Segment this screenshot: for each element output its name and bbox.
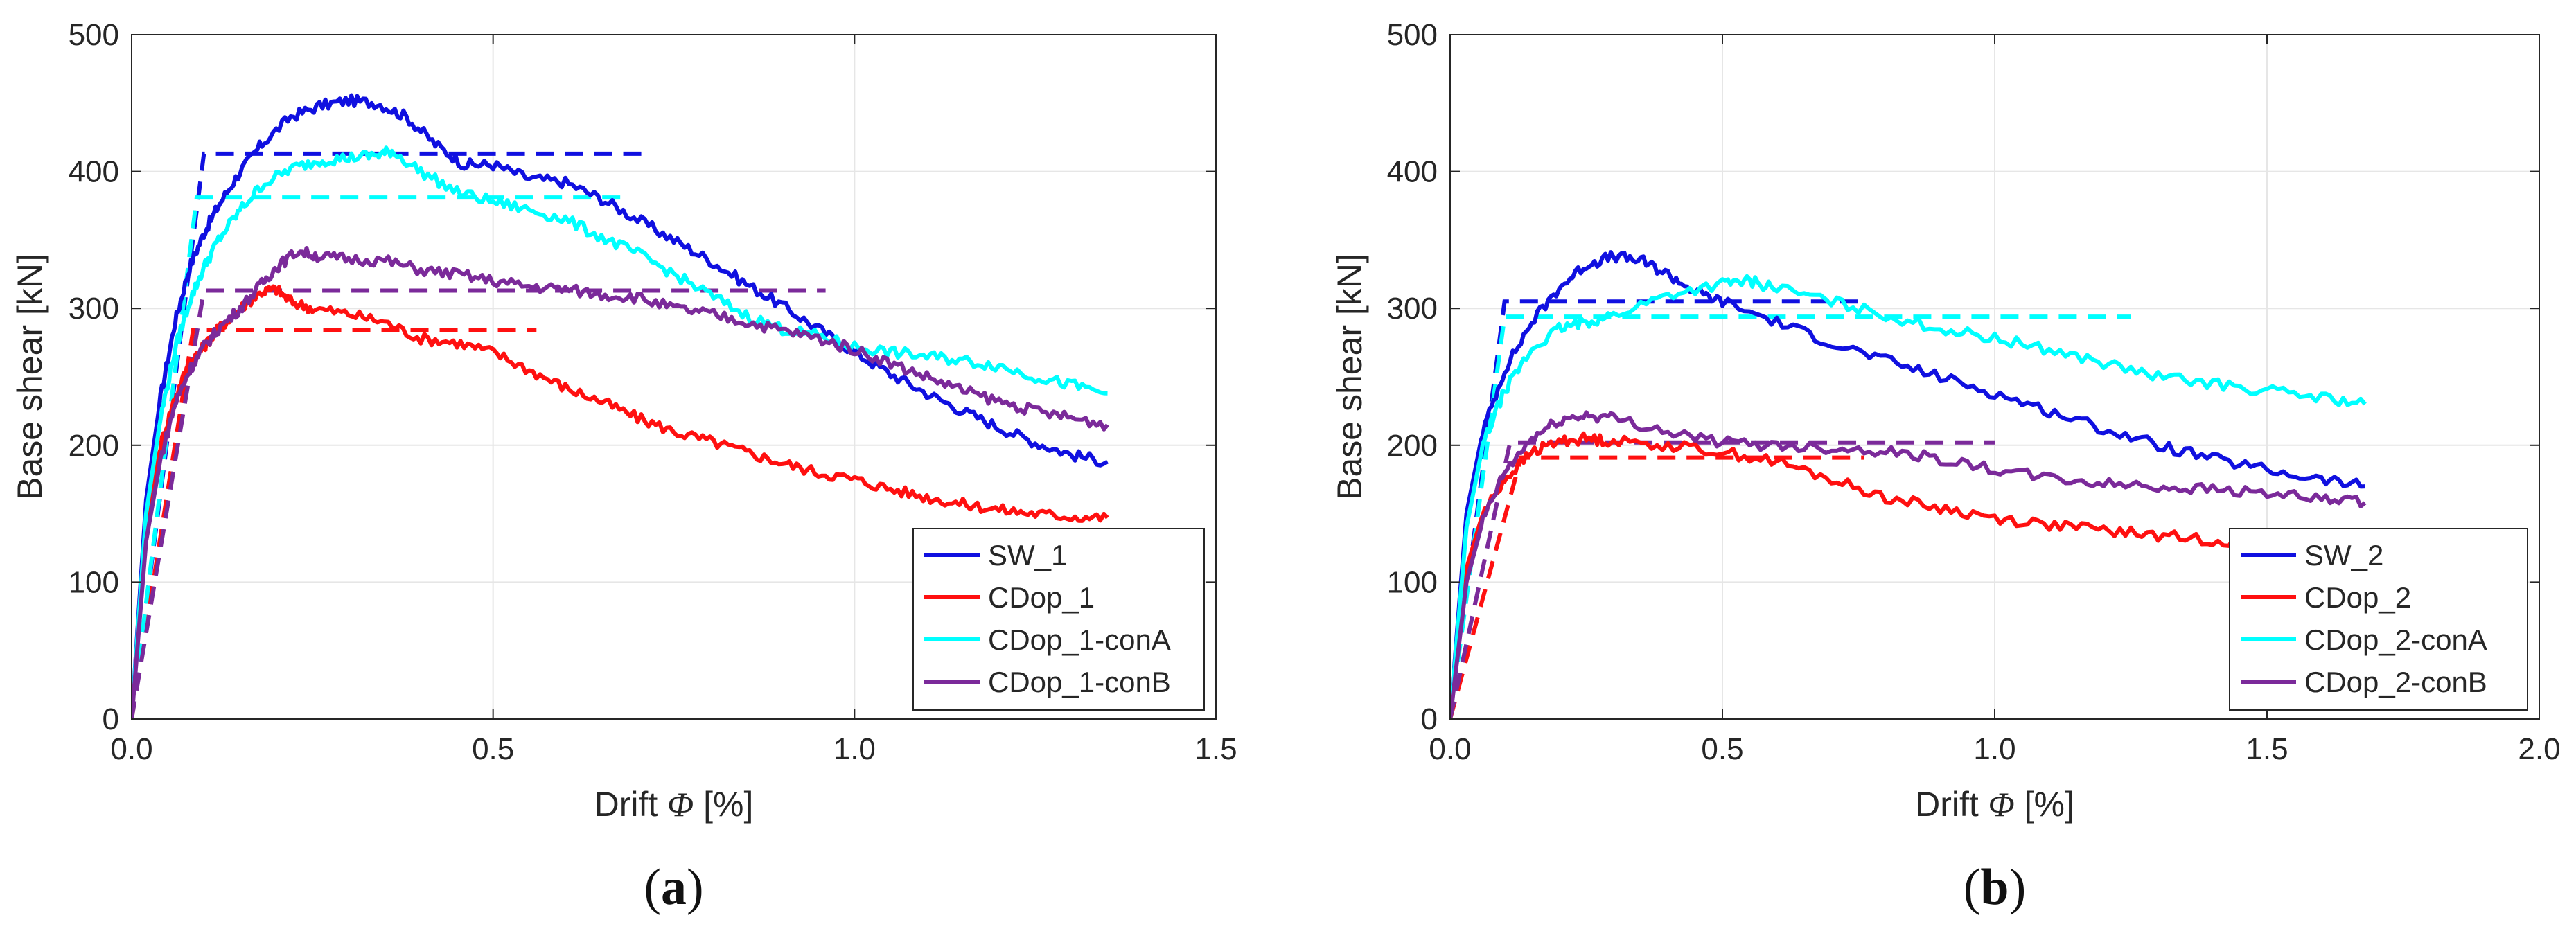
y-tick-label: 400 <box>1387 155 1438 189</box>
data-layer <box>1450 250 2367 719</box>
panel-label-letter: b <box>1980 859 2009 916</box>
y-tick-label: 0 <box>1421 702 1438 736</box>
axes-box <box>131 34 1217 720</box>
x-tick-label: 1.5 <box>2246 732 2288 766</box>
y-axis-label: Base shear [kN] <box>1330 254 1369 500</box>
bilinear-line-sw-2 <box>1450 299 1864 719</box>
y-axis-label: Base shear [kN] <box>10 254 49 500</box>
series-line-sw-1 <box>132 93 1109 719</box>
panel-label-close-paren: ) <box>687 859 704 916</box>
panel-a-chart: 0.0 0.5 1.0 1.5 0 100 200 300 400 500 Drift Φ [%] B… <box>10 18 1237 916</box>
panel-label: (b) <box>1964 859 2026 916</box>
x-tick-label: 0.0 <box>1429 732 1471 766</box>
y-tick-label: 500 <box>69 18 119 52</box>
legend-label: CDop_1-conB <box>988 666 1171 698</box>
series-line-cdop-1-cona <box>132 145 1108 719</box>
legend-label: SW_2 <box>2304 539 2383 571</box>
panel-label: (a) <box>644 859 703 916</box>
x-tick-label: 1.5 <box>1194 732 1237 766</box>
x-tick-label: 0.5 <box>1701 732 1743 766</box>
legend: SW_1 CDop_1 CDop_1-conA CDop_1-conB <box>912 528 1205 711</box>
x-tick-label: 0.5 <box>472 732 514 766</box>
x-axis-label-part: Drift <box>594 785 668 824</box>
y-tick-label: 400 <box>69 155 119 189</box>
series-line-sw-2 <box>1450 250 2365 719</box>
panel-label-letter: a <box>661 859 687 916</box>
y-tick-label: 100 <box>1387 565 1438 599</box>
bilinear-line-cdop-2-cona <box>1450 314 2131 719</box>
legend-label: CDop_2 <box>2304 581 2411 614</box>
legend-label: CDop_2-conA <box>2304 623 2487 656</box>
series-line-cdop-1-conb <box>132 246 1109 719</box>
legend-label: CDop_2-conB <box>2304 666 2487 698</box>
x-tick-label: 2.0 <box>2518 732 2560 766</box>
x-axis-label-part: Drift <box>1915 785 1988 824</box>
bilinear-line-cdop-1-conb <box>132 288 826 719</box>
y-tick-label: 500 <box>1387 18 1438 52</box>
panel-label-open-paren: ( <box>644 859 661 916</box>
legend-label: CDop_1 <box>988 581 1095 614</box>
panel-b-chart: 0.0 0.5 1.0 1.5 2.0 0 100 200 300 400 500 Drift Φ [… <box>1330 18 2561 916</box>
y-tick-label: 300 <box>69 292 119 326</box>
panel-label-close-paren: ) <box>2009 859 2027 916</box>
x-axis-label-part: Φ <box>667 785 694 824</box>
y-tick-label: 0 <box>103 702 119 736</box>
x-axis-label: Drift Φ [%] <box>1915 785 2074 824</box>
x-tick-label: 1.0 <box>1973 732 2015 766</box>
bilinear-line-cdop-1-cona <box>132 195 624 719</box>
y-tick-label: 200 <box>69 429 119 463</box>
legend: SW_2 CDop_2 CDop_2-conA CDop_2-conB <box>2229 528 2528 711</box>
y-tick-label: 100 <box>69 565 119 599</box>
x-axis-label-part: [%] <box>694 785 753 824</box>
y-tick-label: 300 <box>1387 292 1438 326</box>
panel-label-open-paren: ( <box>1964 859 1981 916</box>
y-tick-label: 200 <box>1387 429 1438 463</box>
bilinear-line-cdop-2-conb <box>1450 440 1995 719</box>
series-line-cdop-2-cona <box>1450 274 2367 719</box>
x-axis-label-part: Φ <box>1988 785 2015 824</box>
series-line-cdop-2-conb <box>1450 410 2367 719</box>
legend-label: CDop_1-conA <box>988 623 1171 656</box>
x-tick-label: 0.0 <box>110 732 152 766</box>
x-axis-label-part: [%] <box>2015 785 2074 824</box>
series-line-cdop-2 <box>1450 431 2367 719</box>
legend-label: SW_1 <box>988 539 1067 571</box>
x-tick-label: 1.0 <box>833 732 876 766</box>
x-axis-label: Drift Φ [%] <box>594 785 754 824</box>
data-layer <box>132 93 1109 719</box>
